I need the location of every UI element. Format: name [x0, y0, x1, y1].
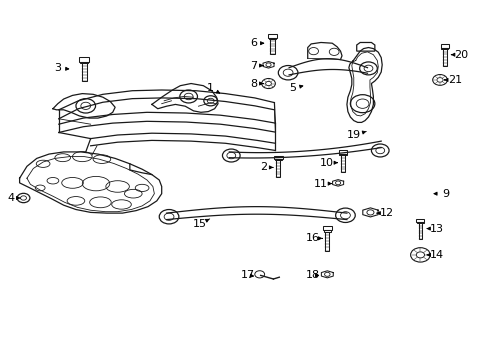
Bar — [274, 156, 283, 159]
Bar — [80, 62, 88, 63]
Bar — [323, 226, 332, 230]
Bar — [270, 39, 274, 54]
Bar — [418, 223, 422, 239]
Text: 6: 6 — [250, 38, 264, 48]
Text: 1: 1 — [207, 83, 220, 93]
Bar — [82, 63, 87, 81]
Text: 16: 16 — [306, 233, 322, 243]
Bar — [276, 161, 280, 177]
Bar — [79, 57, 89, 62]
Bar — [268, 34, 277, 37]
Bar — [269, 37, 276, 39]
Text: 2: 2 — [260, 162, 273, 172]
Bar — [341, 156, 345, 172]
Text: 20: 20 — [451, 50, 468, 60]
Text: 9: 9 — [434, 189, 449, 199]
Bar — [441, 44, 449, 48]
Text: 10: 10 — [320, 158, 337, 168]
Text: 17: 17 — [241, 270, 254, 280]
Text: 8: 8 — [250, 78, 263, 89]
Bar — [324, 230, 331, 232]
Bar — [441, 48, 448, 49]
Bar — [340, 154, 346, 156]
Text: 4: 4 — [7, 193, 20, 203]
Bar — [417, 222, 424, 223]
Text: 15: 15 — [193, 219, 210, 229]
Text: 7: 7 — [250, 60, 263, 71]
Text: 11: 11 — [314, 179, 331, 189]
Text: 3: 3 — [54, 63, 69, 73]
Text: 12: 12 — [377, 208, 394, 218]
Text: 18: 18 — [306, 270, 319, 280]
Text: 21: 21 — [444, 75, 462, 85]
Bar — [416, 219, 424, 222]
Bar — [443, 49, 447, 66]
Bar — [275, 159, 282, 161]
Text: 19: 19 — [347, 130, 367, 140]
Bar — [325, 232, 329, 251]
Text: 5: 5 — [290, 83, 303, 93]
Text: 14: 14 — [427, 250, 444, 260]
Bar — [339, 150, 347, 154]
Text: 13: 13 — [427, 224, 444, 234]
